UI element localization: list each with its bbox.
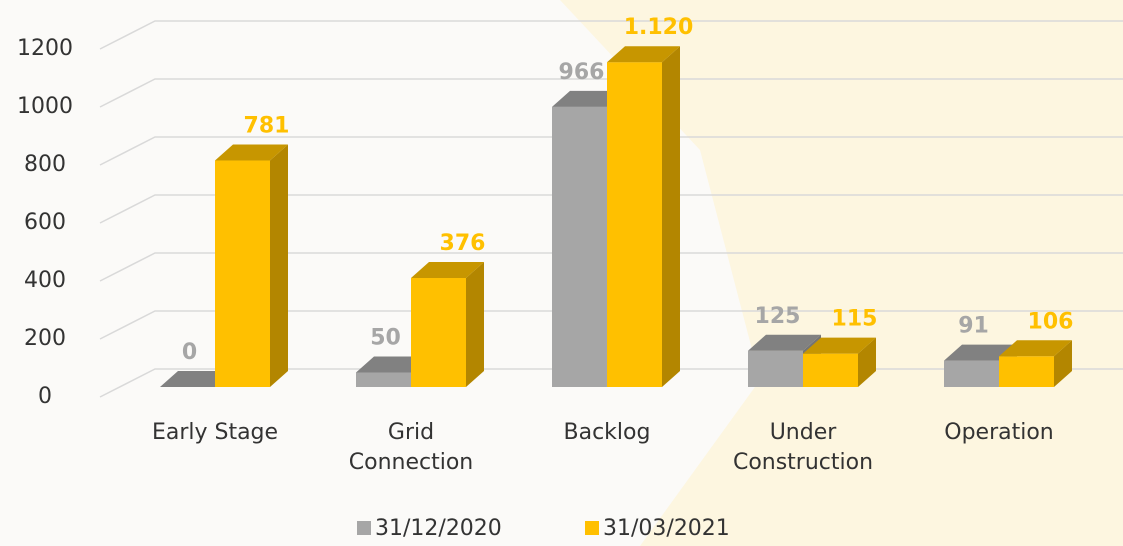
bar-top xyxy=(803,337,876,354)
bar-side xyxy=(466,261,484,387)
y-tick-label: 600 xyxy=(24,210,66,235)
grid-line xyxy=(99,252,1123,282)
data-label: 115 xyxy=(832,307,878,332)
x-tick-label: Grid Connection xyxy=(348,420,474,475)
y-tick-label: 400 xyxy=(24,268,66,293)
x-tick-label: Under Construction xyxy=(732,420,874,475)
data-label: 376 xyxy=(440,231,486,256)
bar-top xyxy=(411,261,484,278)
bar-top xyxy=(944,344,1017,361)
grid-line xyxy=(99,136,1123,166)
bar-top xyxy=(999,340,1072,357)
y-tick-label: 1000 xyxy=(17,94,73,119)
bar-top xyxy=(160,371,233,387)
bar xyxy=(999,356,1054,387)
bar-top xyxy=(552,90,625,107)
bar xyxy=(803,353,858,387)
x-tick-label: Backlog xyxy=(563,420,651,445)
bar-top xyxy=(215,144,288,161)
y-tick-label: 200 xyxy=(24,326,66,351)
grid-line xyxy=(99,310,1123,340)
bar xyxy=(215,160,270,387)
bar-side xyxy=(270,144,288,387)
bar-side xyxy=(1054,340,1072,387)
x-tick-label: Early Stage xyxy=(151,420,279,445)
legend-label: 31/03/2021 xyxy=(603,516,730,541)
bar xyxy=(607,62,662,387)
bar-top xyxy=(356,356,429,373)
data-label: 0 xyxy=(182,340,197,365)
legend-label: 31/12/2020 xyxy=(375,516,502,541)
grid-line xyxy=(99,194,1123,224)
data-label: 106 xyxy=(1028,309,1074,334)
y-tick-label: 800 xyxy=(24,152,66,177)
legend-swatch xyxy=(357,521,371,535)
legend-swatch xyxy=(585,521,599,535)
bar xyxy=(356,372,411,387)
y-tick-label: 0 xyxy=(38,384,52,409)
data-label: 91 xyxy=(958,314,989,339)
data-label: 1.120 xyxy=(624,15,694,40)
grid-line xyxy=(99,78,1123,108)
bar xyxy=(748,350,803,387)
data-label: 50 xyxy=(370,326,401,351)
bar-side xyxy=(858,337,876,387)
bar-top xyxy=(748,334,821,351)
data-label: 125 xyxy=(755,304,801,329)
x-tick-label: Operation xyxy=(944,420,1054,445)
bar xyxy=(552,106,607,388)
data-label: 966 xyxy=(559,60,605,85)
bar xyxy=(411,277,466,387)
bar-side xyxy=(662,46,680,387)
data-label: 781 xyxy=(244,114,290,139)
grid-line xyxy=(99,20,1123,50)
bar xyxy=(944,360,999,387)
bar-top xyxy=(607,46,680,63)
y-tick-label: 1200 xyxy=(17,36,73,61)
